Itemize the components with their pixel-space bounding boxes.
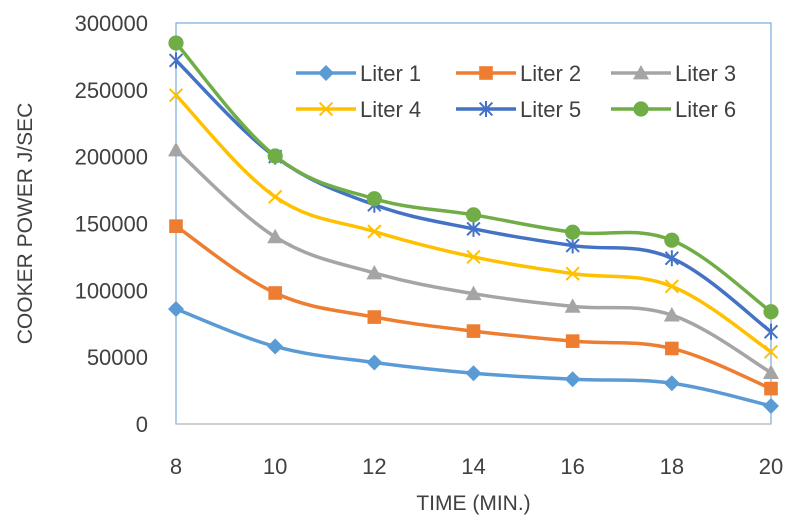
x-tick-label: 18	[660, 454, 684, 479]
data-point-diamond	[318, 65, 334, 81]
data-point-square	[268, 286, 282, 300]
data-point-triangle	[366, 264, 383, 280]
x-tick-label: 20	[759, 454, 783, 479]
legend-item: Liter 2	[456, 61, 581, 86]
y-tick-label: 250000	[75, 78, 148, 103]
y-axis-ticks: 0 50000 100000 150000 200000 250000 300000	[75, 11, 148, 437]
series-line	[175, 307, 772, 408]
data-point-triangle	[267, 228, 284, 244]
data-point-diamond	[763, 397, 779, 414]
x-tick-label: 16	[560, 454, 584, 479]
data-point-diamond	[663, 375, 680, 392]
y-tick-label: 0	[136, 412, 148, 437]
data-point-diamond	[465, 365, 482, 382]
data-point-x	[466, 249, 481, 265]
legend-label: Liter 6	[675, 97, 736, 122]
data-point-square	[479, 66, 493, 80]
data-point-diamond	[168, 301, 184, 318]
y-tick-label: 50000	[87, 345, 148, 370]
data-point-triangle	[633, 65, 649, 80]
x-tick-label: 14	[461, 454, 485, 479]
x-tick-label: 10	[263, 454, 287, 479]
data-point-x	[367, 224, 382, 239]
legend-item: Liter 6	[611, 97, 736, 122]
y-axis-title: COOKER POWER J/SEC	[14, 103, 37, 345]
data-point-circle	[267, 148, 283, 164]
data-point-square	[466, 324, 481, 338]
data-point-triangle	[564, 298, 581, 313]
data-point-square	[665, 341, 679, 356]
legend-item: Liter 4	[296, 97, 421, 122]
data-point-diamond	[267, 338, 284, 355]
data-point-circle	[633, 101, 649, 117]
series-liter-4	[168, 88, 779, 359]
data-point-x	[268, 189, 283, 204]
y-tick-label: 200000	[75, 145, 148, 170]
data-point-triangle	[663, 307, 680, 322]
legend-label: Liter 3	[675, 61, 736, 86]
data-point-star	[466, 220, 481, 237]
data-point-circle	[465, 207, 482, 223]
legend-label: Liter 2	[520, 61, 581, 86]
data-point-x	[318, 101, 334, 117]
x-tick-label: 12	[362, 454, 386, 479]
legend-item: Liter 1	[296, 61, 421, 86]
data-point-square	[565, 334, 580, 348]
data-point-triangle	[168, 141, 184, 157]
data-point-star	[664, 250, 679, 267]
x-axis-ticks: 8 10 12 14 16 18 20	[170, 454, 783, 479]
data-point-star	[168, 52, 184, 69]
data-point-circle	[168, 35, 184, 51]
data-point-circle	[565, 224, 581, 240]
series-line	[175, 224, 772, 391]
data-point-star	[565, 237, 580, 254]
data-point-x	[763, 344, 779, 359]
data-point-circle	[366, 191, 382, 207]
x-tick-label: 8	[170, 454, 182, 479]
legend-label: Liter 4	[360, 97, 421, 122]
data-point-diamond	[564, 371, 581, 388]
y-tick-label: 300000	[75, 11, 148, 36]
data-point-x	[168, 88, 184, 103]
data-point-triangle	[465, 285, 482, 301]
x-axis-title: TIME (MIN.)	[416, 492, 530, 515]
legend-label: Liter 1	[360, 61, 421, 86]
series-liter-3	[168, 141, 779, 379]
legend-label: Liter 5	[520, 97, 581, 122]
data-point-x	[664, 279, 679, 294]
data-point-square	[169, 219, 183, 233]
series-layer	[168, 35, 779, 414]
data-point-square	[367, 310, 382, 324]
data-point-square	[764, 381, 778, 396]
data-point-star	[763, 323, 779, 340]
data-point-circle	[664, 232, 680, 248]
series-liter-6	[168, 35, 779, 320]
data-point-star	[478, 101, 494, 117]
data-point-x	[565, 266, 580, 281]
series-liter-2	[169, 219, 778, 396]
series-liter-1	[168, 301, 779, 414]
data-point-triangle	[763, 364, 779, 379]
data-point-diamond	[366, 354, 383, 371]
data-point-circle	[763, 304, 779, 320]
y-tick-label: 100000	[75, 278, 148, 303]
legend-item: Liter 5	[456, 97, 581, 122]
y-tick-label: 150000	[75, 212, 148, 237]
legend: Liter 1 Liter 2 Liter 3 Liter 4 Liter 5 Liter…	[296, 61, 736, 122]
legend-item: Liter 3	[611, 61, 736, 86]
